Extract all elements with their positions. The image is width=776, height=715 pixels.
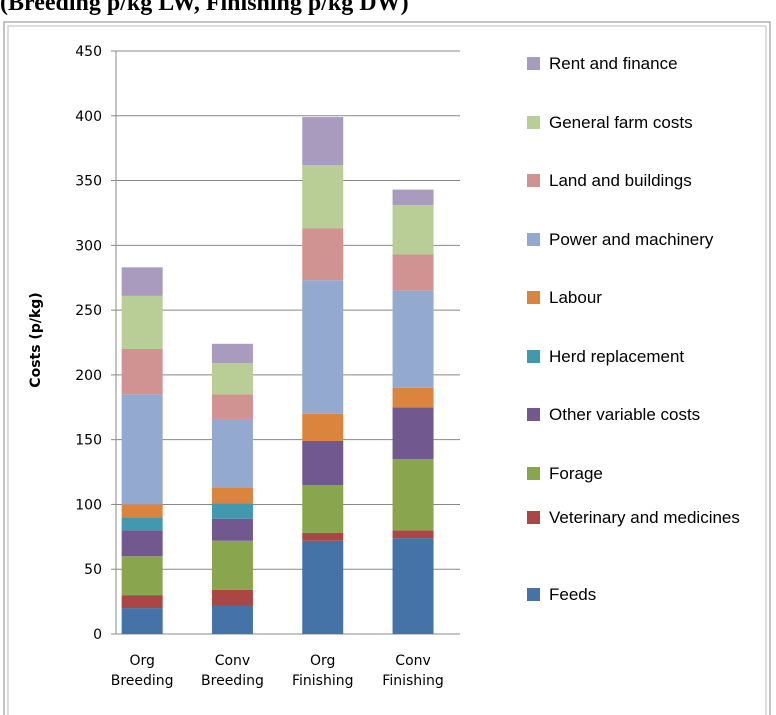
- legend-item: Veterinary and medicines: [522, 506, 749, 530]
- y-tick-label: 250: [75, 303, 102, 319]
- bar-segment: [211, 589, 253, 606]
- legend-item: General farm costs: [522, 111, 749, 135]
- legend-item: Other variable costs: [522, 403, 749, 427]
- bar-segment: [392, 407, 434, 460]
- y-tick-label: 100: [75, 497, 102, 513]
- y-tick-label: 50: [84, 562, 102, 578]
- bar-segment: [392, 530, 434, 539]
- bar-segment: [211, 540, 253, 590]
- legend-swatch: [527, 408, 540, 421]
- legend-label: General farm costs: [549, 112, 693, 132]
- bar-segment: [302, 413, 344, 441]
- chart-frame-inner: [7, 25, 767, 715]
- bar-segment: [211, 518, 253, 541]
- bar-segment: [121, 608, 163, 634]
- legend-item: Forage: [522, 462, 749, 486]
- bar-segment: [392, 290, 434, 388]
- bar-segment: [121, 530, 163, 557]
- y-axis-label: Costs (p/kg): [28, 292, 44, 387]
- legend-swatch: [527, 466, 540, 480]
- legend-label: Feeds: [549, 584, 597, 604]
- x-tick-label: Finishing: [292, 673, 354, 689]
- x-tick-label: Finishing: [382, 673, 444, 689]
- legend-label: Labour: [549, 288, 602, 307]
- x-tick-label: Org: [310, 653, 335, 669]
- bar-segment: [302, 280, 344, 414]
- bar-segment: [121, 595, 163, 609]
- legend-swatch: [527, 57, 540, 70]
- bar-segment: [121, 556, 163, 596]
- y-tick-label: 0: [93, 627, 102, 643]
- bar-segment: [302, 540, 344, 634]
- legend-label: Power and machinery: [549, 229, 714, 249]
- x-tick-label: Breeding: [111, 673, 174, 689]
- chart-title: (Breeding p/kg LW, Finishing p/kg DW): [0, 0, 409, 16]
- bar-segment: [302, 485, 344, 533]
- x-tick-label: Breeding: [201, 673, 264, 689]
- legend-swatch: [527, 174, 540, 187]
- legend-swatch: [527, 349, 540, 363]
- x-tick-label: Org: [129, 653, 154, 669]
- bar-segment: [302, 117, 344, 166]
- y-tick-label: 150: [75, 433, 102, 449]
- y-tick-label: 400: [75, 109, 102, 125]
- legend-swatch: [527, 587, 540, 601]
- legend-label: Land and buildings: [549, 171, 692, 190]
- bar-segment: [211, 363, 253, 395]
- y-tick-label: 300: [75, 238, 102, 254]
- x-tick-label: Conv: [215, 653, 251, 669]
- bar-segment: [121, 348, 163, 395]
- bar-segment: [392, 189, 434, 206]
- y-tick-label: 350: [75, 174, 102, 190]
- bar-segment: [302, 165, 344, 229]
- bar-segment: [302, 228, 344, 281]
- bar-segment: [211, 487, 253, 504]
- bar-segment: [211, 418, 253, 488]
- bar-segment: [211, 394, 253, 419]
- legend-item: Power and machinery: [522, 228, 749, 252]
- bar-segment: [121, 394, 163, 505]
- x-tick-label: Conv: [395, 653, 431, 669]
- legend-item: Rent and finance: [522, 52, 749, 76]
- bar-segment: [211, 343, 253, 364]
- bar-segment: [121, 504, 163, 518]
- legend-label: Forage: [549, 463, 603, 483]
- legend-item: Labour: [522, 286, 749, 310]
- legend-item: Land and buildings: [522, 169, 749, 193]
- bar-segment: [392, 387, 434, 408]
- legend-swatch: [527, 511, 540, 524]
- bar-segment: [121, 295, 163, 349]
- y-tick-label: 200: [75, 368, 102, 384]
- bar-segment: [302, 440, 344, 486]
- legend-label: Herd replacement: [549, 346, 685, 366]
- bar-segment: [392, 205, 434, 255]
- bar-segment: [211, 503, 253, 519]
- legend-swatch: [527, 291, 540, 304]
- legend-label: Rent and finance: [549, 54, 678, 73]
- legend-item: Herd replacement: [522, 345, 749, 369]
- chart-frame: [3, 21, 771, 715]
- legend-item: Feeds: [522, 583, 749, 607]
- bar-segment: [121, 517, 163, 531]
- bar-segment: [392, 254, 434, 291]
- bar-segment: [392, 459, 434, 531]
- legend-label: Veterinary and medicines: [549, 508, 740, 527]
- bar-segment: [211, 605, 253, 634]
- bar-segment: [392, 538, 434, 634]
- bar-segment: [302, 532, 344, 541]
- legend-swatch: [527, 232, 540, 246]
- y-tick-label: 450: [75, 44, 102, 60]
- bar-segment: [121, 267, 163, 296]
- legend-swatch: [527, 115, 540, 129]
- legend-label: Other variable costs: [549, 405, 701, 424]
